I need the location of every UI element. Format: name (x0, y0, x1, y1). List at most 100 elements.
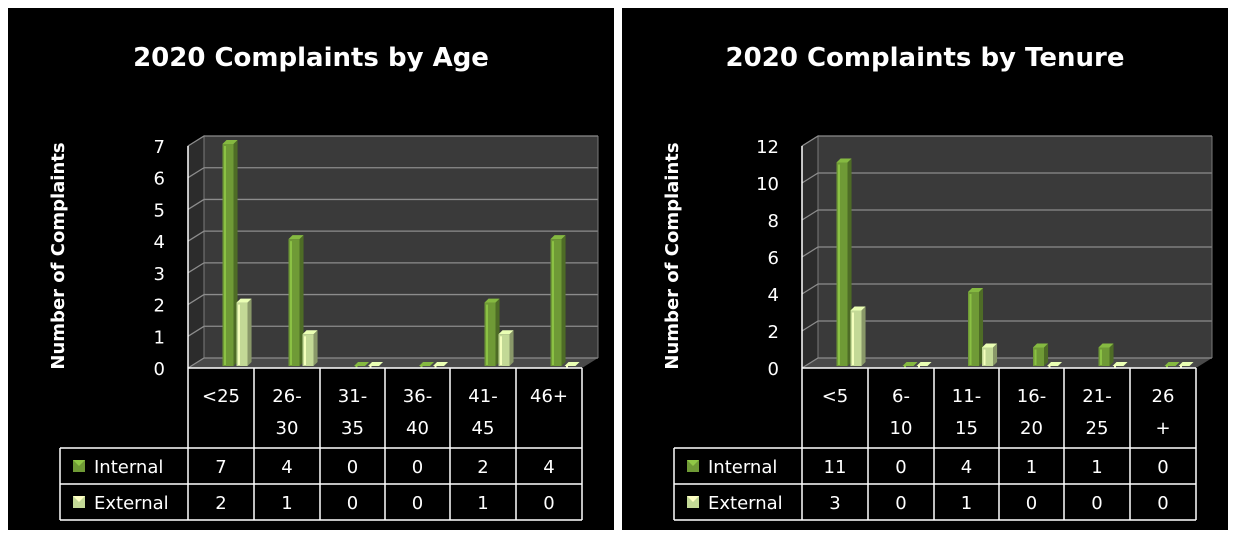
bar-side (247, 298, 252, 366)
gridline (187, 357, 598, 369)
data-label: 1 (961, 493, 972, 514)
x-tick-label: 21- (1082, 386, 1111, 407)
data-label: 1 (281, 493, 292, 514)
data-label: 0 (347, 457, 358, 478)
bar-top (1033, 343, 1049, 348)
tenure-chart-panel: 2020 Complaints by Tenure Number of Compl… (622, 8, 1228, 530)
y-tick-label: 1 (154, 327, 165, 348)
y-tick-label: 10 (756, 174, 779, 195)
x-tick-label: 30 (276, 418, 299, 439)
bar-top (916, 362, 932, 366)
y-tick-label: 6 (154, 169, 165, 190)
x-tick-label: 16- (1017, 386, 1046, 407)
bar-top (550, 235, 566, 240)
legend-swatch-external (687, 496, 699, 508)
bar-external (982, 343, 998, 366)
data-label: 4 (961, 457, 972, 478)
bar-front (288, 239, 300, 366)
data-label: 1 (1091, 457, 1102, 478)
bar-front (222, 144, 234, 366)
bar-external (236, 298, 252, 366)
bar-internal (550, 235, 566, 366)
legend-label: External (94, 493, 169, 514)
tenure-chart: 2020 Complaints by Tenure Number of Compl… (662, 43, 1213, 521)
plot-area (801, 135, 1213, 369)
x-tick-label: 31- (338, 386, 367, 407)
y-tick-label: 0 (768, 359, 779, 380)
x-tick-label: 26 (1152, 386, 1175, 407)
data-label: 2 (215, 493, 226, 514)
data-label: 1 (1026, 457, 1037, 478)
data-label: 0 (1157, 493, 1168, 514)
bar-top (836, 158, 852, 163)
x-tick-label: 46+ (530, 386, 568, 407)
bar-front (1033, 347, 1044, 366)
x-tick-label: 26- (272, 386, 301, 407)
gridline (801, 320, 1212, 332)
bar-top (354, 362, 370, 366)
swatch-bevel (687, 496, 699, 502)
bar-side (313, 330, 318, 366)
x-tick-label: 40 (406, 418, 429, 439)
y-tick-label: 2 (154, 296, 165, 317)
bar-top (288, 235, 304, 240)
gridline (187, 262, 598, 274)
bar-internal (1033, 343, 1049, 366)
bar-external (498, 330, 514, 366)
data-label: 0 (412, 457, 423, 478)
data-label: 7 (215, 457, 226, 478)
bar-top (419, 362, 435, 366)
bar-front (236, 302, 248, 366)
legend-label: Internal (94, 457, 163, 478)
bar-external (850, 306, 866, 366)
y-axis-label: Number of Complaints (662, 142, 683, 369)
bar-top (368, 362, 384, 366)
bar-front (982, 347, 993, 366)
bar-side (993, 343, 998, 366)
bar-side (299, 235, 304, 366)
legend-swatch-internal (687, 460, 699, 472)
data-label: 0 (1157, 457, 1168, 478)
x-tick-label: <25 (202, 386, 240, 407)
gridline (187, 167, 598, 179)
bar-side (979, 288, 984, 366)
bar-top (1098, 343, 1114, 348)
age-chart: 2020 Complaints by Age Number of Complain… (48, 43, 599, 521)
data-label: 0 (895, 493, 906, 514)
x-tick-label: 6- (892, 386, 910, 407)
bar-internal (836, 158, 852, 366)
bar-internal (222, 140, 238, 366)
bar-top (850, 306, 866, 311)
y-tick-label: 6 (768, 248, 779, 269)
gridline (801, 357, 1212, 369)
x-tick-label: 11- (952, 386, 981, 407)
bar-top (433, 362, 449, 366)
plot-side-wall (187, 135, 205, 369)
bar-top (498, 330, 514, 335)
x-tick-label: 45 (472, 418, 495, 439)
gridline (801, 283, 1212, 295)
bars (222, 140, 580, 368)
gridline (187, 135, 598, 147)
bar-front (302, 334, 314, 366)
legend-label: Internal (708, 457, 777, 478)
data-label: 0 (895, 457, 906, 478)
x-tick-label: 15 (955, 418, 978, 439)
bar-top (302, 330, 318, 335)
bar-top (1178, 362, 1194, 366)
data-label: 11 (824, 457, 847, 478)
data-label: 0 (1026, 493, 1037, 514)
x-tick-label: 25 (1086, 418, 1109, 439)
bar-top (236, 298, 252, 303)
x-tick-label: + (1155, 418, 1170, 439)
bar-internal (1098, 343, 1114, 366)
data-label: 4 (281, 457, 292, 478)
gridline (801, 246, 1212, 258)
x-tick-label: 10 (890, 418, 913, 439)
bar-side (1109, 343, 1114, 366)
y-tick-label: 4 (768, 285, 779, 306)
gridline (187, 198, 598, 210)
bar-top (564, 362, 580, 366)
data-label: 2 (477, 457, 488, 478)
gridline (187, 230, 598, 242)
